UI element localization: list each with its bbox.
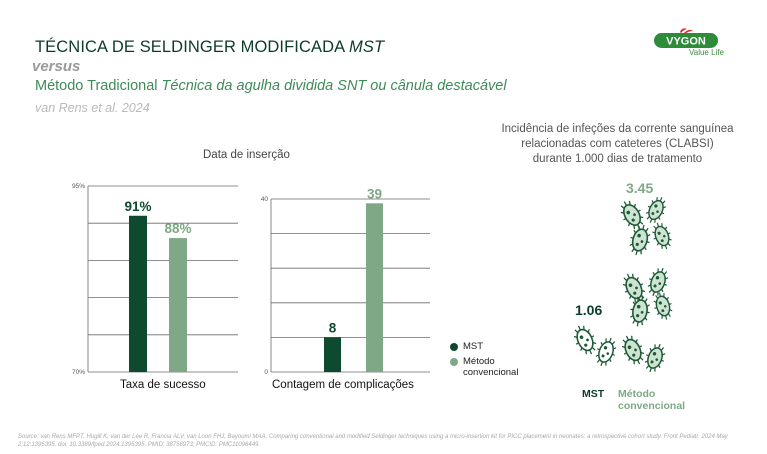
section-title: Data de inserção	[203, 149, 290, 161]
title-main: TÉCNICA DE SELDINGER MODIFICADA	[35, 38, 345, 56]
versus-label: versus	[32, 58, 81, 75]
y-tick-label: 40	[261, 196, 269, 203]
legend-swatch-mst	[450, 342, 458, 351]
clabsi-title-l3: durante 1.000 dias de tratamento	[532, 153, 703, 165]
logo-badge: VYGON	[654, 28, 718, 48]
clabsi-title: Incidência de infeções da corrente sangu…	[490, 122, 745, 167]
clabsi-value-mst: 1.06	[575, 302, 603, 318]
data-label: 39	[367, 186, 382, 201]
x-label-success: Taxa de sucesso	[120, 379, 206, 391]
bar-conv	[169, 238, 187, 372]
clabsi-label-conv-l1: Método	[618, 388, 656, 400]
bar-mst	[324, 337, 341, 372]
citation: van Rens et al. 2024	[35, 101, 150, 115]
y-tick-label: 0	[264, 369, 268, 376]
bar-mst	[129, 215, 147, 372]
subtitle-main: Método Tradicional	[35, 78, 158, 94]
bacterium-icon	[630, 295, 650, 327]
clabsi-label-conv-l2: convencional	[618, 400, 686, 412]
legend-swatch-conv	[450, 358, 458, 366]
bacterium-icon	[629, 224, 651, 256]
complications-chart: 40 0 8 39	[261, 186, 430, 376]
page-subtitle: Método Tradicional Técnica da agulha div…	[35, 78, 507, 94]
legend-label-mst: MST	[463, 341, 484, 352]
legend-label-conv: Método convencional	[463, 356, 518, 378]
legend-item-conv: Método convencional	[450, 356, 518, 378]
bacterium-icon	[573, 325, 597, 355]
bacterium-icon	[653, 292, 673, 320]
y-tick-label: 70%	[72, 369, 85, 376]
y-tick-label: 95%	[72, 183, 85, 190]
page-title: TÉCNICA DE SELDINGER MODIFICADA MST	[35, 38, 384, 57]
bacterium-icon	[645, 197, 667, 223]
data-label: 91%	[124, 199, 151, 214]
source-footnote: Source: van Rens MFPT, Hugill K, van der…	[18, 434, 728, 448]
x-label-complications: Contagem de complicações	[272, 379, 414, 391]
bacterium-icon	[622, 273, 646, 303]
subtitle-italic: Técnica da agulha dividida SNT ou cânula…	[161, 78, 507, 94]
bacterium-icon	[621, 335, 645, 365]
bacterium-icon	[652, 222, 672, 250]
data-label: 88%	[164, 221, 191, 236]
legend-conv-l1: Método	[463, 356, 495, 367]
clabsi-title-l1: Incidência de infeções da corrente sangu…	[501, 123, 734, 135]
bacterium-icon	[620, 200, 644, 230]
success-rate-chart: 95% 70% 91% 88%	[72, 183, 238, 376]
bacterium-icon	[647, 267, 669, 297]
vygon-logo: VYGON	[654, 28, 720, 64]
bacterium-icon	[595, 337, 617, 367]
bacterium-icon	[644, 343, 666, 373]
clabsi-label-conv: Método convencional	[618, 388, 685, 412]
title-mst: MST	[349, 38, 385, 56]
clabsi-label-mst: MST	[582, 388, 605, 400]
clabsi-value-conv: 3.45	[626, 180, 654, 196]
logo-brand-text: VYGON	[666, 36, 706, 48]
legend: MST Método convencional	[450, 341, 518, 378]
bar-conv	[366, 203, 383, 372]
legend-conv-l2: convencional	[463, 367, 519, 378]
data-label: 8	[329, 320, 337, 335]
logo-tagline: Value Life	[689, 48, 724, 57]
clabsi-title-l2: relacionadas com cateteres (CLABSI)	[521, 138, 714, 150]
legend-item-mst: MST	[450, 341, 518, 352]
